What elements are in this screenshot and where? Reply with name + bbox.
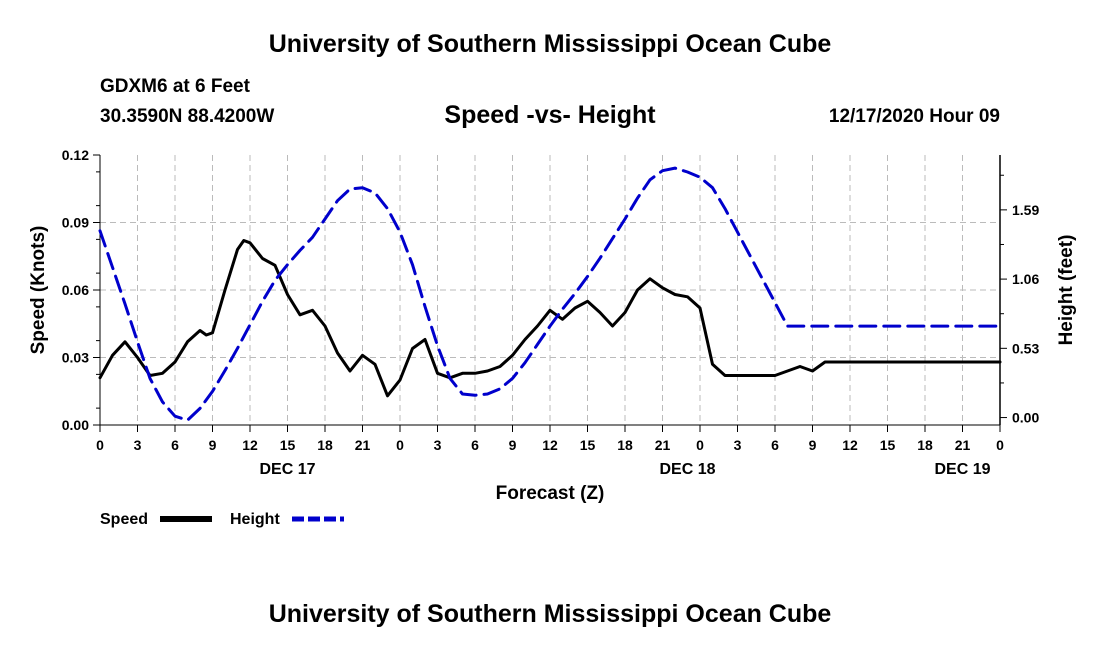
x-tick-label: 12 xyxy=(542,437,558,453)
x-tick-label: 12 xyxy=(242,437,258,453)
x-tick-label: 0 xyxy=(96,437,104,453)
x-tick-label: 18 xyxy=(617,437,633,453)
day-label: DEC 19 xyxy=(934,461,990,478)
x-tick-label: 6 xyxy=(771,437,779,453)
legend-speed-label: Speed xyxy=(100,511,148,528)
y-tick-label: 0.09 xyxy=(62,215,89,231)
y-tick-label: 0.00 xyxy=(62,417,89,433)
x-tick-label: 18 xyxy=(317,437,333,453)
day-label: DEC 18 xyxy=(659,461,715,478)
y-tick-label: 0.12 xyxy=(62,147,89,163)
x-tick-label: 21 xyxy=(355,437,371,453)
x-tick-label: 3 xyxy=(734,437,742,453)
x-tick-label: 9 xyxy=(809,437,817,453)
forecast-datetime: 12/17/2020 Hour 09 xyxy=(828,106,1000,127)
chart-title-top: University of Southern Mississippi Ocean… xyxy=(268,30,832,58)
x-tick-label: 9 xyxy=(209,437,217,453)
x-tick-label: 15 xyxy=(880,437,896,453)
y-tick-label: 0.06 xyxy=(62,282,89,298)
x-tick-label: 21 xyxy=(955,437,971,453)
y2-tick-label: 0.00 xyxy=(1012,410,1039,426)
speed-series-line xyxy=(98,239,1002,398)
y-axis-title: Speed (Knots) xyxy=(28,226,49,355)
station-label: GDXM6 at 6 Feet xyxy=(100,76,250,97)
x-tick-label: 6 xyxy=(471,437,479,453)
x-tick-label: 6 xyxy=(171,437,179,453)
x-tick-label: 3 xyxy=(134,437,142,453)
coordinates-label: 30.3590N 88.4200W xyxy=(100,106,275,127)
x-axis-title: Forecast (Z) xyxy=(496,483,605,504)
x-tick-label: 21 xyxy=(655,437,671,453)
height-series-line xyxy=(98,166,1002,422)
x-tick-label: 0 xyxy=(696,437,704,453)
x-tick-label: 18 xyxy=(917,437,933,453)
x-tick-label: 15 xyxy=(280,437,296,453)
day-label: DEC 17 xyxy=(259,461,315,478)
chart-title-bottom: University of Southern Mississippi Ocean… xyxy=(268,600,832,628)
chart-subtitle: Speed -vs- Height xyxy=(444,101,656,129)
x-tick-label: 15 xyxy=(580,437,596,453)
y2-axis-title: Height (feet) xyxy=(1056,235,1077,346)
x-tick-label: 9 xyxy=(509,437,517,453)
y2-tick-label: 0.53 xyxy=(1012,340,1039,356)
x-tick-label: 3 xyxy=(434,437,442,453)
x-tick-label: 12 xyxy=(842,437,858,453)
legend-height-label: Height xyxy=(230,511,280,528)
x-tick-label: 0 xyxy=(996,437,1004,453)
y2-tick-label: 1.59 xyxy=(1012,202,1039,218)
y2-tick-label: 1.06 xyxy=(1012,271,1039,287)
y-tick-label: 0.03 xyxy=(62,350,89,366)
x-tick-label: 0 xyxy=(396,437,404,453)
